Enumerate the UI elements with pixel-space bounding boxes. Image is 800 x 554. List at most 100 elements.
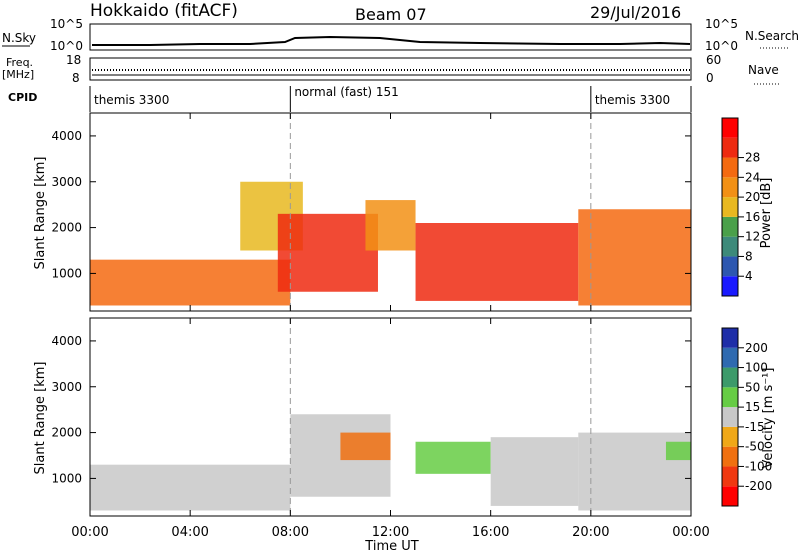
colorbar-cell — [722, 157, 738, 178]
range-tick-label: 1000 — [51, 471, 82, 485]
power-range-axis-label: Slant Range [km] — [33, 157, 48, 270]
power-y-ticks: 1000 2000 3000 4000 — [51, 113, 691, 311]
time-tick-label: 16:00 — [472, 525, 509, 540]
colorbar-tick-label: 16 — [745, 210, 760, 224]
colorbar-cell — [722, 387, 738, 408]
colorbar-cell — [722, 486, 738, 506]
noise-trace — [92, 35, 691, 46]
colorbar-tick-label: 8 — [745, 249, 753, 263]
colorbar-cell — [722, 256, 738, 277]
noise-right-label: N.Search — [745, 29, 799, 43]
colorbar-cell — [722, 426, 738, 447]
time-axis-ticks: 00:00 04:00 08:00 12:00 16:00 20:00 00:00 — [71, 113, 710, 540]
colorbar-tick-label: 4 — [745, 269, 753, 283]
colorbar-frame — [721, 117, 739, 297]
cpid-segment-label: themis 3300 — [94, 93, 169, 107]
colorbar-tick-label: -50 — [745, 440, 765, 454]
colorbar-cell — [722, 407, 738, 427]
colorbar-cell — [722, 276, 738, 296]
cpid-segment-label: normal (fast) 151 — [294, 85, 398, 99]
freq-right-tick-bottom: 0 — [706, 71, 714, 85]
freq-frame — [89, 57, 692, 81]
colorbar-tick-label: 24 — [745, 170, 760, 184]
station-title: Hokkaido (fitACF) — [90, 1, 238, 21]
colorbar-tick-label: 28 — [745, 151, 760, 165]
freq-panel: Freq. [MHz] 18 8 60 0 Nave — [2, 53, 780, 85]
velocity-echo-region — [490, 437, 579, 506]
cpid-segments: themis 3300 normal (fast) 151 themis 3300 — [89, 85, 692, 112]
colorbar-tick-label: -100 — [745, 459, 772, 473]
time-tick-label: 08:00 — [272, 525, 309, 540]
velocity-echo-region — [90, 464, 291, 511]
cpid-label: CPID — [8, 91, 37, 104]
colorbar-cell — [722, 197, 738, 217]
colorbar-cell — [722, 236, 738, 257]
colorbar-cell — [722, 466, 738, 487]
range-tick-label: 1000 — [51, 266, 82, 280]
velocity-colorbar: 200 100 50 15 -15 -50 -100 -200 — [721, 327, 772, 507]
noise-frame — [89, 23, 692, 51]
range-tick-label: 4000 — [51, 334, 82, 348]
colorbar-cell — [722, 216, 738, 237]
noise-panel: N.Sky 10^5 10^0 10^5 10^0 N.Search — [2, 17, 799, 53]
cpid-segment-label: themis 3300 — [595, 93, 670, 107]
beam-title: Beam 07 — [355, 5, 427, 24]
range-tick-label: 2000 — [51, 221, 82, 235]
power-echo-region — [90, 259, 291, 306]
noise-left-tick-bottom: 10^0 — [50, 39, 83, 53]
velocity-colorbar-label: Velocity [m s⁻¹] — [761, 368, 776, 469]
freq-right-label: Nave — [748, 63, 779, 77]
power-echo-layer — [90, 181, 691, 306]
date-title: 29/Jul/2016 — [590, 3, 681, 22]
noise-left-tick-top: 10^5 — [50, 17, 83, 31]
time-tick-label: 00:00 — [71, 525, 108, 540]
colorbar-tick-label: -200 — [745, 479, 772, 493]
colorbar-cell — [722, 118, 738, 138]
range-tick-label: 3000 — [51, 380, 82, 394]
noise-right-tick-top: 10^5 — [705, 17, 738, 31]
colorbar-frame — [721, 327, 739, 507]
power-echo-region — [277, 213, 378, 292]
velocity-echo-region — [415, 441, 491, 474]
colorbar-cell — [722, 347, 738, 368]
colorbar-cell — [722, 446, 738, 467]
time-tick-label: 12:00 — [372, 525, 409, 540]
time-tick-label: 04:00 — [171, 525, 208, 540]
power-echo-region — [415, 223, 579, 301]
velocity-echo-region — [340, 432, 391, 461]
colorbar-cell — [722, 328, 738, 348]
noise-label: N.Sky — [2, 31, 36, 45]
time-axis-label: Time UT — [364, 539, 418, 554]
power-colorbar-label: Power [dB] — [759, 178, 774, 249]
colorbar-tick-label: 200 — [745, 341, 768, 355]
power-panel: 1000 2000 3000 4000 Slant Range [km] 4 8 12 16… — [33, 112, 774, 312]
colorbar-tick-label: 12 — [745, 230, 760, 244]
velocity-panel: 1000 2000 3000 4000 Slant Range [km] 200 100… — [33, 317, 776, 517]
time-tick-label: 20:00 — [572, 525, 609, 540]
freq-unit: [MHz] — [2, 68, 34, 81]
freq-label: Freq. — [6, 56, 33, 69]
noise-right-tick-bottom: 10^0 — [705, 39, 738, 53]
time-tick-label: 00:00 — [672, 525, 709, 540]
power-echo-region — [578, 209, 691, 306]
colorbar-tick-label: 50 — [745, 380, 760, 394]
velocity-echo-layer — [90, 414, 691, 511]
freq-left-tick-bottom: 8 — [72, 71, 80, 85]
colorbar-cell — [722, 137, 738, 158]
velocity-range-axis-label: Slant Range [km] — [33, 362, 48, 475]
freq-right-tick-top: 60 — [706, 53, 721, 67]
range-tick-label: 3000 — [51, 175, 82, 189]
freq-left-tick-top: 18 — [66, 53, 81, 67]
colorbar-tick-label: -15 — [745, 420, 765, 434]
power-colorbar: 4 8 12 16 20 24 28 — [721, 117, 760, 297]
velocity-echo-region — [665, 441, 691, 461]
colorbar-tick-label: 15 — [745, 400, 760, 414]
colorbar-cell — [722, 177, 738, 198]
colorbar-tick-label: 20 — [745, 190, 760, 204]
power-echo-region — [365, 200, 416, 251]
range-tick-label: 2000 — [51, 426, 82, 440]
velocity-y-ticks: 1000 2000 3000 4000 — [51, 318, 691, 516]
colorbar-cell — [722, 367, 738, 388]
